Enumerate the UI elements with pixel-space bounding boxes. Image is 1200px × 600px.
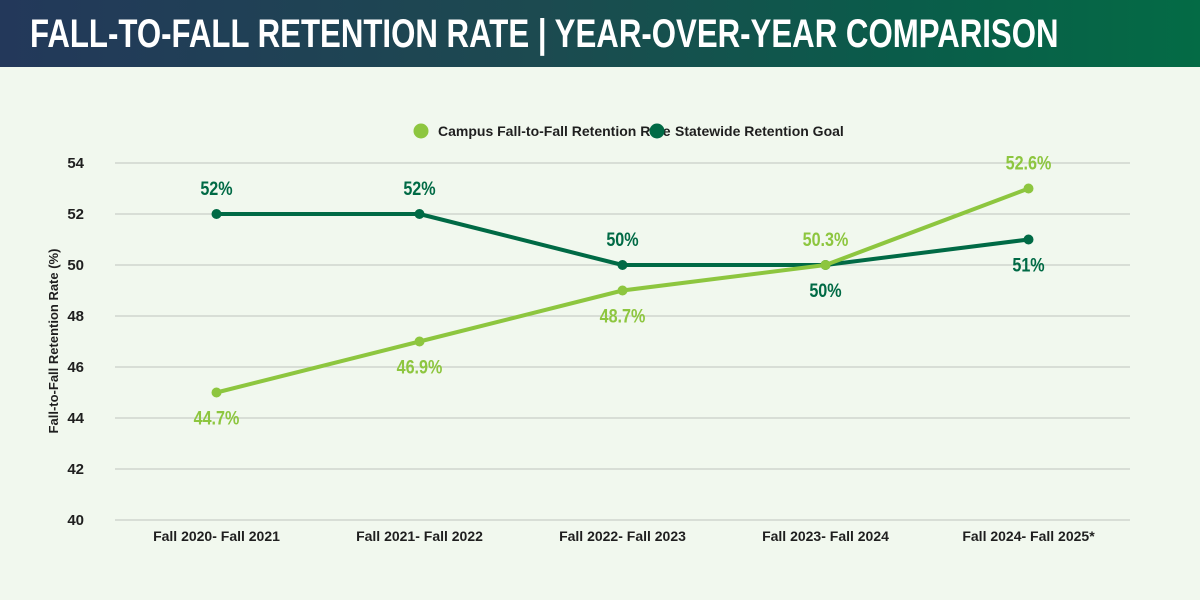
- x-tick-label: Fall 2020- Fall 2021: [153, 528, 280, 544]
- data-point: [414, 336, 425, 347]
- data-label: 48.7%: [600, 305, 646, 327]
- data-point: [414, 209, 425, 219]
- series-group: 44.7% 46.9% 48.7% 50.3% 52.6% 52% 52% 50% 50% 51%: [194, 152, 1052, 429]
- x-tick-label: Fall 2022- Fall 2023: [559, 528, 686, 544]
- y-tick-label: 46: [67, 359, 84, 376]
- y-axis-ticks: 40 42 44 46 48 50 52 54: [67, 155, 84, 529]
- y-tick-label: 54: [67, 155, 84, 172]
- y-tick-label: 42: [67, 461, 84, 478]
- data-point: [1023, 183, 1034, 194]
- y-tick-label: 44: [67, 410, 84, 427]
- legend: Campus Fall-to-Fall Retention Rate Statew…: [413, 123, 844, 139]
- title-banner: FALL-TO-FALL RETENTION RATE | YEAR-OVER-…: [0, 0, 1200, 67]
- data-label: 50%: [606, 229, 639, 251]
- data-label: 44.7%: [194, 407, 240, 429]
- data-labels-campus: 44.7% 46.9% 48.7% 50.3% 52.6%: [194, 152, 1052, 429]
- series-campus: [211, 183, 1034, 398]
- page-title: FALL-TO-FALL RETENTION RATE | YEAR-OVER-…: [30, 12, 1059, 56]
- data-label: 52%: [403, 178, 436, 200]
- data-label: 52.6%: [1006, 152, 1052, 174]
- y-tick-label: 48: [67, 308, 84, 325]
- legend-label: Statewide Retention Goal: [675, 123, 844, 139]
- data-point: [211, 209, 222, 219]
- legend-marker-icon: [413, 123, 429, 139]
- legend-marker-icon: [649, 123, 665, 139]
- x-tick-label: Fall 2023- Fall 2024: [762, 528, 889, 544]
- data-label: 52%: [200, 178, 233, 200]
- y-axis-label: Fall-to-Fall Retention Rate (%): [46, 249, 61, 434]
- data-labels-statewide: 52% 52% 50% 50% 51%: [200, 178, 1045, 302]
- gridlines: [115, 162, 1130, 521]
- y-tick-label: 52: [67, 206, 84, 223]
- data-label: 46.9%: [397, 356, 443, 378]
- data-point: [211, 387, 222, 398]
- data-point: [617, 260, 628, 270]
- data-point: [820, 260, 831, 270]
- x-tick-label: Fall 2021- Fall 2022: [356, 528, 483, 544]
- data-point: [617, 285, 628, 296]
- x-tick-label: Fall 2024- Fall 2025*: [962, 528, 1095, 544]
- y-tick-label: 40: [67, 512, 84, 529]
- data-label: 50%: [809, 280, 842, 302]
- data-label: 50.3%: [803, 229, 849, 251]
- legend-label: Campus Fall-to-Fall Retention Rate: [438, 123, 671, 139]
- y-tick-label: 50: [67, 257, 84, 274]
- x-axis-ticks: Fall 2020- Fall 2021 Fall 2021- Fall 2022…: [153, 528, 1095, 544]
- data-point: [1023, 234, 1034, 245]
- data-label: 51%: [1012, 254, 1045, 276]
